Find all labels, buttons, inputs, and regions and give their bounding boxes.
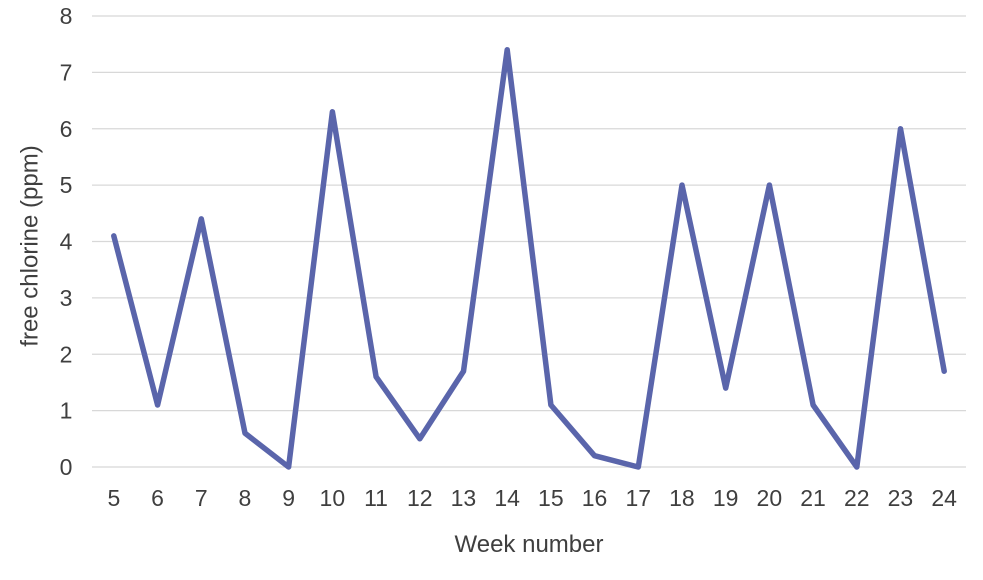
x-tick-label: 8	[239, 485, 252, 511]
x-tick-label: 22	[844, 485, 870, 511]
data-line	[111, 47, 947, 470]
x-tick-label: 11	[364, 485, 388, 511]
y-tick-label: 3	[60, 285, 73, 311]
x-tick-label: 9	[282, 485, 295, 511]
y-axis-title: free chlorine (ppm)	[16, 145, 44, 347]
x-tick-label: 21	[800, 485, 826, 511]
x-tick-label: 16	[582, 485, 608, 511]
x-tick-label: 12	[407, 485, 433, 511]
x-tick-label: 19	[713, 485, 739, 511]
x-tick-label: 17	[625, 485, 651, 511]
x-tick-label: 14	[494, 485, 520, 511]
y-tick-label: 0	[60, 454, 73, 480]
x-axis-title: Week number	[454, 531, 604, 558]
x-tick-label: 5	[107, 485, 120, 511]
x-tick-label: 13	[451, 485, 477, 511]
x-tick-label: 24	[931, 485, 957, 511]
x-tick-label: 20	[757, 485, 783, 511]
y-tick-label: 6	[60, 116, 73, 142]
y-tick-label: 8	[60, 3, 73, 29]
y-tick-label: 1	[60, 398, 73, 424]
x-tick-label: 6	[151, 485, 164, 511]
y-tick-label: 2	[60, 341, 73, 367]
x-tick-label: 10	[320, 485, 346, 511]
x-tick-label: 15	[538, 485, 564, 511]
y-tick-label: 5	[60, 172, 73, 198]
y-tick-label: 7	[60, 59, 73, 85]
x-tick-label: 23	[888, 485, 914, 511]
x-tick-label: 18	[669, 485, 695, 511]
x-tick-label: 7	[195, 485, 208, 511]
y-tick-label: 4	[60, 229, 73, 255]
